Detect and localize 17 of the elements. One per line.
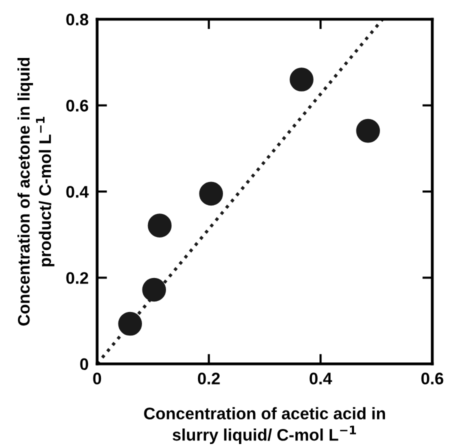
- point: [148, 214, 172, 238]
- point: [199, 182, 223, 206]
- x-tick-label: 0: [93, 372, 102, 384]
- point: [142, 278, 166, 302]
- point: [356, 118, 380, 143]
- y-tick-label: 0.6: [66, 100, 88, 112]
- x-tick-label: 0.6: [421, 372, 444, 384]
- point: [290, 68, 314, 92]
- y-axis-title: Concentration of acetone in liquid product/ C-mol L$^{−1}$: [17, 58, 54, 326]
- x-tick-label: 0.4: [310, 372, 332, 384]
- y-tick-label: 0: [80, 358, 88, 370]
- y-tick-label: 0.2: [66, 272, 88, 284]
- y-tick-label: 0.4: [66, 186, 89, 198]
- x-tick-label: 0.2: [198, 372, 220, 384]
- point: [118, 312, 142, 336]
- x-axis-title: Concentration of acetic acid in slurry liquid/ C-mol L$^{−1}$: [144, 407, 386, 444]
- y-tick-label: 0.8: [66, 14, 88, 26]
